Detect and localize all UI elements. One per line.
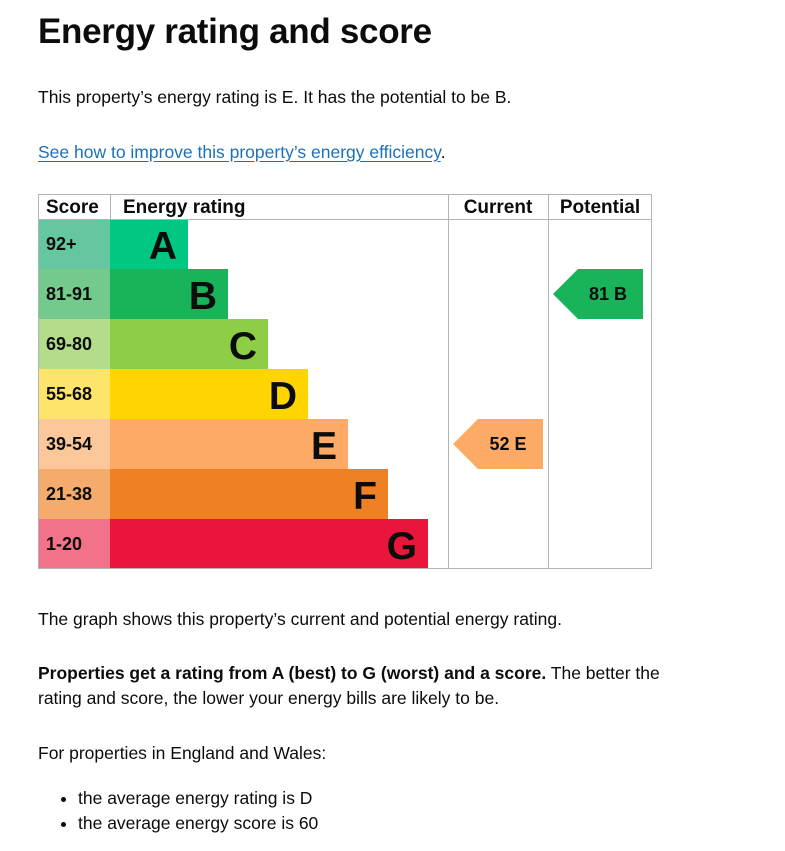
- improve-link-suffix: .: [440, 142, 446, 162]
- rating-bar-d: [110, 369, 308, 419]
- properties-rest-text: The better the rating and score, the low…: [38, 663, 660, 708]
- current-arrow: [453, 419, 543, 469]
- rating-letter-a: A: [149, 225, 177, 268]
- graph-caption: The graph shows this property’s current …: [38, 609, 563, 629]
- rating-letter-b: B: [189, 275, 217, 318]
- rating-letter-c: C: [229, 325, 257, 368]
- rating-bar-c: [110, 319, 268, 369]
- properties-paragraph: Properties get a rating from A (best) to…: [38, 661, 678, 711]
- score-range-b: 81-91: [46, 284, 92, 304]
- improve-link[interactable]: See how to improve this property’s energ…: [38, 142, 441, 162]
- score-range-f: 21-38: [46, 484, 92, 504]
- score-cell-d: [38, 369, 110, 419]
- score-range-e: 39-54: [46, 434, 92, 454]
- chart-border: [38, 194, 652, 569]
- improve-paragraph: See how to improve this property’s energ…: [38, 140, 446, 165]
- score-cell-a: [38, 219, 110, 269]
- energy-rating-chart: Score Energy rating Current Potential 92+ A 81…: [38, 194, 652, 569]
- rating-sentence: This property’s energy rating is E. It h…: [38, 87, 512, 107]
- score-range-a: 92+: [46, 234, 77, 254]
- header-potential: Potential: [560, 197, 640, 218]
- current-arrow-label: 52 E: [489, 434, 526, 454]
- score-cell-c: [38, 319, 110, 369]
- header-energy-rating: Energy rating: [123, 197, 245, 218]
- header-current: Current: [464, 197, 533, 218]
- rating-letter-g: G: [387, 525, 417, 568]
- rating-letter-d: D: [269, 375, 297, 418]
- score-cell-b: [38, 269, 110, 319]
- properties-bold-text: Properties get a rating from A (best) to…: [38, 663, 547, 683]
- average-score-item: the average energy score is 60: [78, 811, 318, 836]
- score-cell-e: [38, 419, 110, 469]
- rating-letter-e: E: [311, 425, 337, 468]
- score-cell-f: [38, 469, 110, 519]
- page-title: Energy rating and score: [38, 12, 432, 51]
- england-wales-text: For properties in England and Wales:: [38, 743, 327, 763]
- averages-list: the average energy rating is D the avera…: [38, 786, 318, 836]
- rating-letter-f: F: [353, 475, 377, 518]
- score-range-c: 69-80: [46, 334, 92, 354]
- score-range-d: 55-68: [46, 384, 92, 404]
- potential-arrow-label: 81 B: [589, 284, 627, 304]
- rating-bar-f: [110, 469, 388, 519]
- header-score: Score: [46, 197, 99, 218]
- rating-bar-e: [110, 419, 348, 469]
- rating-bar-a: [110, 219, 188, 269]
- potential-arrow: [553, 269, 643, 319]
- score-cell-g: [38, 519, 110, 569]
- rating-bar-b: [110, 269, 228, 319]
- score-range-g: 1-20: [46, 534, 82, 554]
- average-rating-item: the average energy rating is D: [78, 786, 318, 811]
- rating-bar-g: [110, 519, 428, 569]
